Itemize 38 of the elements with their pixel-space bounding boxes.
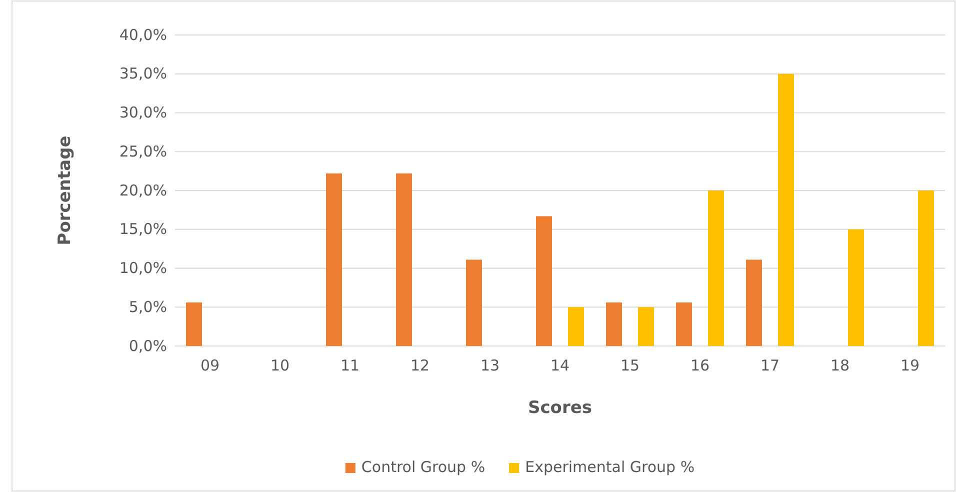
bar xyxy=(848,229,864,346)
x-tick-label: 19 xyxy=(900,356,920,375)
y-tick-label: 15,0% xyxy=(119,220,167,238)
y-tick-label: 20,0% xyxy=(119,181,167,200)
x-tick-label: 18 xyxy=(830,356,850,375)
y-tick-label: 40,0% xyxy=(119,26,167,44)
x-tick-label: 12 xyxy=(410,356,430,375)
y-tick-label: 35,0% xyxy=(119,64,167,83)
x-tick-label: 16 xyxy=(690,356,710,375)
y-tick-label: 25,0% xyxy=(119,142,167,160)
legend-label: Experimental Group % xyxy=(525,458,695,476)
x-tick-label: 10 xyxy=(270,356,290,375)
bar xyxy=(708,190,724,346)
x-tick-label: 15 xyxy=(620,356,640,375)
y-axis-title: Porcentage xyxy=(55,136,75,246)
x-tick-label: 14 xyxy=(550,356,570,375)
bar xyxy=(568,307,584,346)
x-axis-title: Scores xyxy=(528,398,592,418)
legend-label: Control Group % xyxy=(361,458,486,476)
y-tick-label: 0,0% xyxy=(128,336,167,355)
y-tick-label: 30,0% xyxy=(119,104,167,122)
x-tick-label: 11 xyxy=(340,356,360,375)
x-tick-label: 17 xyxy=(760,356,780,375)
x-tick-label: 09 xyxy=(200,356,220,375)
bar xyxy=(778,74,794,346)
y-tick-label: 10,0% xyxy=(119,259,167,278)
bar xyxy=(746,260,762,346)
bar xyxy=(918,190,934,346)
y-tick-label: 5,0% xyxy=(128,298,167,316)
bar xyxy=(396,173,412,346)
bar xyxy=(536,216,552,346)
bar xyxy=(326,173,342,346)
x-tick-label: 13 xyxy=(480,356,500,375)
bar xyxy=(466,260,482,346)
bar xyxy=(676,302,692,346)
bar xyxy=(638,307,654,346)
bar xyxy=(606,302,622,346)
bar xyxy=(186,302,202,346)
